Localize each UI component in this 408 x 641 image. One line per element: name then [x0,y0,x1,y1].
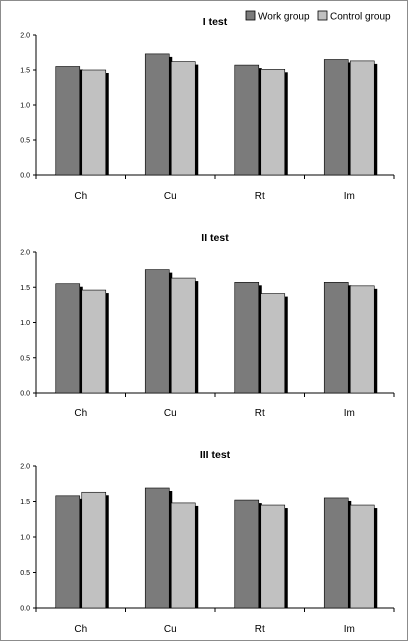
bar-work-group [144,53,170,176]
x-category-label: Rt [255,191,265,202]
bar-control-group [260,504,286,609]
legend-swatch-work [245,10,256,21]
bar-work-group [144,269,170,394]
x-category-label: Ch [74,191,87,202]
bar-work-group [234,64,260,176]
bar-control-group [170,61,196,176]
bar-control-group [170,277,196,394]
y-tick-label: 1.5 [20,68,30,75]
x-category-label: Ch [74,408,87,419]
bar-control-group [81,289,107,394]
x-category-label: Im [344,408,355,419]
bar-control-group [81,69,107,176]
bar-control-group [260,69,286,176]
bar-work-group [234,282,260,394]
x-category-label: Im [344,191,355,202]
y-tick-label: 0.0 [20,391,30,398]
bar-control-group [260,293,286,394]
bar-control-group [170,502,196,609]
chart-title: III test [200,449,231,461]
bar-work-group [55,495,81,609]
y-tick-label: 1.0 [20,103,30,110]
y-tick-label: 1.0 [20,320,30,327]
y-tick-label: 2.0 [20,464,30,471]
y-tick-label: 0.5 [20,570,30,577]
x-category-label: Rt [255,624,265,635]
bar-control-group [349,504,375,609]
chart-title: I test [203,16,228,28]
bar-work-group [144,487,170,609]
legend-label-control: Control group [330,12,391,23]
y-tick-label: 1.0 [20,535,30,542]
bar-work-group [323,497,349,609]
y-tick-label: 0.5 [20,355,30,362]
y-tick-label: 0.0 [20,606,30,613]
bar-work-group [234,499,260,609]
x-category-label: Cu [164,624,177,635]
x-category-label: Rt [255,408,265,419]
bar-work-group [323,59,349,176]
bar-work-group [55,283,81,394]
legend-label-work: Work group [258,12,310,23]
bar-work-group [323,282,349,394]
y-tick-label: 0.0 [20,173,30,180]
y-tick-label: 2.0 [20,33,30,40]
bar-control-group [349,60,375,176]
legend-swatch-control [317,10,328,21]
x-category-label: Im [344,624,355,635]
y-tick-label: 1.5 [20,499,30,506]
y-tick-label: 1.5 [20,285,30,292]
bar-control-group [349,285,375,394]
y-tick-label: 0.5 [20,138,30,145]
chart-title: II test [201,232,229,244]
bar-work-group [55,66,81,176]
y-tick-label: 2.0 [20,250,30,257]
x-category-label: Ch [74,624,87,635]
bar-control-group [81,491,107,609]
x-category-label: Cu [164,191,177,202]
x-category-label: Cu [164,408,177,419]
